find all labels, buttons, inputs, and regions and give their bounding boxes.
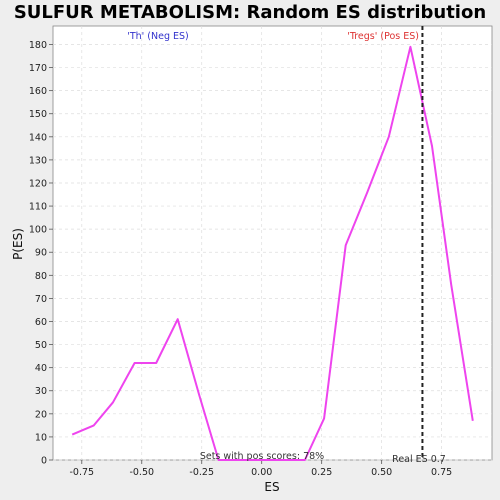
y-tick-label: 130 bbox=[29, 155, 47, 166]
y-tick-label: 150 bbox=[29, 109, 47, 120]
y-tick-label: 80 bbox=[35, 271, 47, 282]
es-distribution-line bbox=[71, 45, 474, 461]
x-tick-label: 0.50 bbox=[371, 467, 392, 478]
annotations: 'Th' (Neg ES) 'Tregs' (Pos ES) Sets with p… bbox=[127, 26, 446, 465]
real-es-label: Real ES 0.7 bbox=[392, 454, 446, 465]
y-tick-label: 120 bbox=[29, 178, 47, 189]
y-tick-label: 10 bbox=[35, 432, 47, 443]
y-tick-label: 40 bbox=[35, 363, 47, 374]
y-axis-label: P(ES) bbox=[11, 228, 25, 260]
pos-es-label: 'Tregs' (Pos ES) bbox=[347, 31, 419, 42]
axis-ticks: 0 10 20 30 40 50 60 70 80 90 100 110 120 130 140 150 160… bbox=[29, 40, 452, 478]
chart-title: SULFUR METABOLISM: Random ES distributio… bbox=[14, 2, 486, 23]
x-tick-label: 0.75 bbox=[431, 467, 452, 478]
y-tick-label: 50 bbox=[35, 340, 47, 351]
x-tick-label: -0.75 bbox=[69, 467, 94, 478]
x-tick-label: -0.50 bbox=[129, 467, 154, 478]
y-tick-label: 170 bbox=[29, 63, 47, 74]
y-tick-label: 90 bbox=[35, 248, 47, 259]
y-tick-label: 20 bbox=[35, 409, 47, 420]
plot-area bbox=[52, 25, 493, 461]
pos-scores-label: Sets with pos scores: 78% bbox=[200, 451, 324, 462]
y-tick-label: 160 bbox=[29, 86, 47, 97]
y-tick-label: 140 bbox=[29, 132, 47, 143]
y-tick-label: 100 bbox=[29, 225, 47, 236]
y-tick-label: 110 bbox=[29, 202, 47, 213]
x-tick-label: -0.25 bbox=[189, 467, 214, 478]
x-tick-label: 0.00 bbox=[251, 467, 272, 478]
y-tick-label: 0 bbox=[41, 456, 47, 467]
grid bbox=[53, 26, 492, 461]
y-tick-label: 60 bbox=[35, 317, 47, 328]
y-tick-label: 70 bbox=[35, 294, 47, 305]
x-tick-label: 0.25 bbox=[311, 467, 332, 478]
y-tick-label: 180 bbox=[29, 40, 47, 51]
neg-es-label: 'Th' (Neg ES) bbox=[127, 31, 189, 42]
y-tick-label: 30 bbox=[35, 386, 47, 397]
x-axis-label: ES bbox=[264, 480, 279, 494]
series-layer bbox=[71, 45, 474, 461]
